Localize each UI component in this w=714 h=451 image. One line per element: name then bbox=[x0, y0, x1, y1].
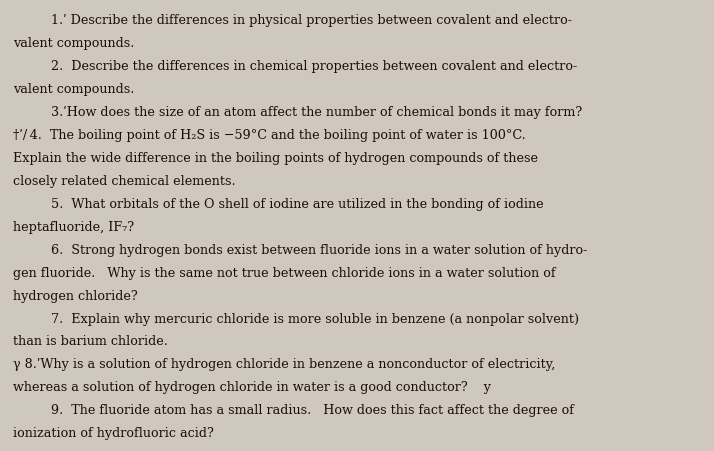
Text: heptafluoride, IF₇?: heptafluoride, IF₇? bbox=[13, 220, 134, 233]
Text: valent compounds.: valent compounds. bbox=[13, 37, 134, 50]
Text: 1.ʹ Describe the differences in physical properties between covalent and electro: 1.ʹ Describe the differences in physical… bbox=[51, 14, 573, 28]
Text: Explain the wide difference in the boiling points of hydrogen compounds of these: Explain the wide difference in the boili… bbox=[13, 152, 538, 165]
Text: 3.ʹHow does the size of an atom affect the number of chemical bonds it may form?: 3.ʹHow does the size of an atom affect t… bbox=[51, 106, 583, 119]
Text: γ 8.ʹWhy is a solution of hydrogen chloride in benzene a nonconductor of electri: γ 8.ʹWhy is a solution of hydrogen chlor… bbox=[13, 358, 555, 371]
Text: closely related chemical elements.: closely related chemical elements. bbox=[13, 175, 236, 188]
Text: 5.  What orbitals of the O shell of iodine are utilized in the bonding of iodine: 5. What orbitals of the O shell of iodin… bbox=[51, 198, 544, 211]
Text: hydrogen chloride?: hydrogen chloride? bbox=[13, 289, 138, 302]
Text: 2.  Describe the differences in chemical properties between covalent and electro: 2. Describe the differences in chemical … bbox=[51, 60, 578, 73]
Text: gen fluoride.   Why is the same not true between chloride ions in a water soluti: gen fluoride. Why is the same not true b… bbox=[13, 266, 555, 279]
Text: †ʹ/ 4.  The boiling point of H₂S is −59°C and the boiling point of water is 100°: †ʹ/ 4. The boiling point of H₂S is −59°C… bbox=[13, 129, 526, 142]
Text: ionization of hydrofluoric acid?: ionization of hydrofluoric acid? bbox=[13, 426, 213, 439]
Text: whereas a solution of hydrogen chloride in water is a good conductor?    y: whereas a solution of hydrogen chloride … bbox=[13, 381, 491, 393]
Text: than is barium chloride.: than is barium chloride. bbox=[13, 335, 168, 348]
Text: 6.  Strong hydrogen bonds exist between fluoride ions in a water solution of hyd: 6. Strong hydrogen bonds exist between f… bbox=[51, 243, 588, 256]
Text: valent compounds.: valent compounds. bbox=[13, 83, 134, 96]
Text: 9.  The fluoride atom has a small radius.   How does this fact affect the degree: 9. The fluoride atom has a small radius.… bbox=[51, 403, 574, 416]
Text: 7.  Explain why mercuric chloride is more soluble in benzene (a nonpolar solvent: 7. Explain why mercuric chloride is more… bbox=[51, 312, 580, 325]
